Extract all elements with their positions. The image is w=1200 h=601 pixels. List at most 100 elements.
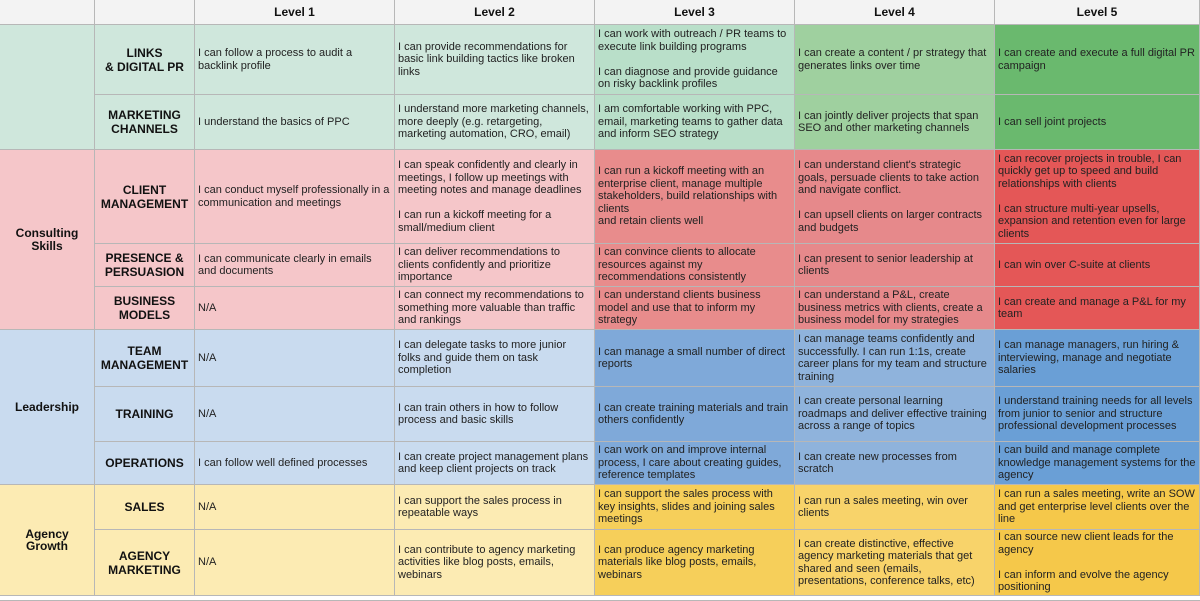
skill-label-5-text: TEAM MANAGEMENT [100,344,189,372]
category-cell-0[interactable] [0,25,95,150]
level-1-cell[interactable]: N/A [195,530,395,596]
level-4-cell-text: I can create new processes from scratch [798,450,957,476]
level-2-cell[interactable]: I can delegate tasks to more junior folk… [395,330,595,387]
skill-label-4[interactable]: BUSINESS MODELS [95,287,195,330]
level-4-cell-text: I can jointly deliver projects that span… [798,109,979,135]
level-5-cell[interactable]: I can build and manage complete knowledg… [995,442,1200,485]
level-5-cell[interactable]: I can win over C-suite at clients [995,244,1200,287]
level-2-cell-text: I can train others in how to follow proc… [398,401,559,427]
category-cell-1[interactable]: Consulting Skills [0,150,95,330]
column-header-2[interactable]: Level 1 [195,0,395,25]
level-2-cell-text: I understand more marketing channels, mo… [398,103,589,141]
level-2-cell[interactable]: I can support the sales process in repea… [395,485,595,530]
level-3-cell[interactable]: I can run a kickoff meeting with an ente… [595,150,795,244]
column-header-5[interactable]: Level 4 [795,0,995,25]
level-4-cell[interactable]: I can understand client's strategic goal… [795,150,995,244]
level-2-cell[interactable]: I can provide recommendations for basic … [395,25,595,95]
skill-label-7-text: OPERATIONS [105,456,184,470]
level-4-cell[interactable]: I can create new processes from scratch [795,442,995,485]
level-2-cell[interactable]: I can deliver recommendations to clients… [395,244,595,287]
skill-label-3[interactable]: PRESENCE & PERSUASION [95,244,195,287]
level-1-cell[interactable]: N/A [195,485,395,530]
level-5-cell-text: I can create and execute a full digital … [998,47,1195,72]
level-4-cell[interactable]: I can present to senior leadership at cl… [795,244,995,287]
skill-label-8[interactable]: SALES [95,485,195,530]
skill-label-1[interactable]: MARKETING CHANNELS [95,95,195,150]
column-header-3[interactable]: Level 2 [395,0,595,25]
level-4-cell-text: I can run a sales meeting, win over clie… [798,494,968,520]
level-1-cell[interactable]: N/A [195,287,395,330]
skill-label-1-text: MARKETING CHANNELS [108,108,181,136]
skill-label-2[interactable]: CLIENT MANAGEMENT [95,150,195,244]
level-3-cell[interactable]: I can work with outreach / PR teams to e… [595,25,795,95]
level-5-cell-text: I can source new client leads for the ag… [998,531,1174,594]
skill-label-6[interactable]: TRAINING [95,387,195,442]
level-5-cell[interactable]: I can create and execute a full digital … [995,25,1200,95]
level-5-cell[interactable]: I can recover projects in trouble, I can… [995,150,1200,244]
column-header-3-text: Level 2 [474,4,515,19]
skill-label-4-text: BUSINESS MODELS [113,294,176,322]
column-header-4[interactable]: Level 3 [595,0,795,25]
level-3-cell[interactable]: I am comfortable working with PPC, email… [595,95,795,150]
skill-label-2-text: CLIENT MANAGEMENT [100,182,189,211]
skill-label-5[interactable]: TEAM MANAGEMENT [95,330,195,387]
level-5-cell-text: I can manage managers, run hiring & inte… [998,339,1179,377]
level-3-cell[interactable]: I can work on and improve internal proce… [595,442,795,485]
level-4-cell[interactable]: I can manage teams confidently and succe… [795,330,995,387]
level-4-cell[interactable]: I can create a content / pr strategy tha… [795,25,995,95]
level-2-cell-text: I can speak confidently and clearly in m… [398,159,582,234]
level-2-cell-text: I can create project management plans an… [398,450,589,476]
column-header-6[interactable]: Level 5 [995,0,1200,25]
skill-label-7[interactable]: OPERATIONS [95,442,195,485]
level-3-cell[interactable]: I can manage a small number of direct re… [595,330,795,387]
level-1-cell[interactable]: I can conduct myself professionally in a… [195,150,395,244]
level-3-cell[interactable]: I can create training materials and trai… [595,387,795,442]
level-1-cell[interactable]: I can follow well defined processes [195,442,395,485]
level-5-cell[interactable]: I understand training needs for all leve… [995,387,1200,442]
level-2-cell[interactable]: I can create project management plans an… [395,442,595,485]
level-1-cell[interactable]: N/A [195,387,395,442]
category-cell-3[interactable]: Agency Growth [0,485,95,596]
level-5-cell[interactable]: I can source new client leads for the ag… [995,530,1200,596]
level-2-cell-text: I can support the sales process in repea… [398,494,562,520]
column-header-2-text: Level 1 [274,4,315,19]
level-5-cell-text: I can sell joint projects [998,115,1107,128]
skill-label-6-text: TRAINING [115,407,174,421]
level-2-cell[interactable]: I can connect my recommendations to some… [395,287,595,330]
level-4-cell[interactable]: I can run a sales meeting, win over clie… [795,485,995,530]
level-1-cell[interactable]: I can follow a process to audit a backli… [195,25,395,95]
level-2-cell[interactable]: I understand more marketing channels, mo… [395,95,595,150]
level-3-cell[interactable]: I can support the sales process with key… [595,485,795,530]
level-2-cell[interactable]: I can train others in how to follow proc… [395,387,595,442]
level-1-cell-text: N/A [198,407,217,420]
category-cell-1-text: Consulting Skills [15,226,79,253]
level-1-cell[interactable]: I understand the basics of PPC [195,95,395,150]
level-4-cell[interactable]: I can understand a P&L, create business … [795,287,995,330]
level-5-cell[interactable]: I can run a sales meeting, write an SOW … [995,485,1200,530]
skill-label-0-text: LINKS & DIGITAL PR [105,45,184,74]
column-header-1[interactable] [95,0,195,25]
column-header-5-text: Level 4 [874,4,915,19]
category-cell-2[interactable]: Leadership [0,330,95,485]
skill-label-9[interactable]: AGENCY MARKETING [95,530,195,596]
category-cell-3-text: Agency Growth [25,526,69,553]
level-1-cell[interactable]: I can communicate clearly in emails and … [195,244,395,287]
level-4-cell[interactable]: I can create personal learning roadmaps … [795,387,995,442]
level-4-cell[interactable]: I can create distinctive, effective agen… [795,530,995,596]
level-3-cell[interactable]: I can convince clients to allocate resou… [595,244,795,287]
level-3-cell-text: I can convince clients to allocate resou… [598,246,756,284]
column-header-0[interactable] [0,0,95,25]
level-4-cell-text: I can create distinctive, effective agen… [798,537,975,588]
skill-label-3-text: PRESENCE & PERSUASION [104,251,185,279]
level-5-cell[interactable]: I can sell joint projects [995,95,1200,150]
skill-label-0[interactable]: LINKS & DIGITAL PR [95,25,195,95]
level-2-cell[interactable]: I can speak confidently and clearly in m… [395,150,595,244]
level-4-cell[interactable]: I can jointly deliver projects that span… [795,95,995,150]
level-5-cell[interactable]: I can manage managers, run hiring & inte… [995,330,1200,387]
level-3-cell[interactable]: I can understand clients business model … [595,287,795,330]
level-3-cell-text: I can work on and improve internal proce… [598,444,782,482]
level-1-cell[interactable]: N/A [195,330,395,387]
level-2-cell[interactable]: I can contribute to agency marketing act… [395,530,595,596]
level-3-cell[interactable]: I can produce agency marketing materials… [595,530,795,596]
level-5-cell[interactable]: I can create and manage a P&L for my tea… [995,287,1200,330]
